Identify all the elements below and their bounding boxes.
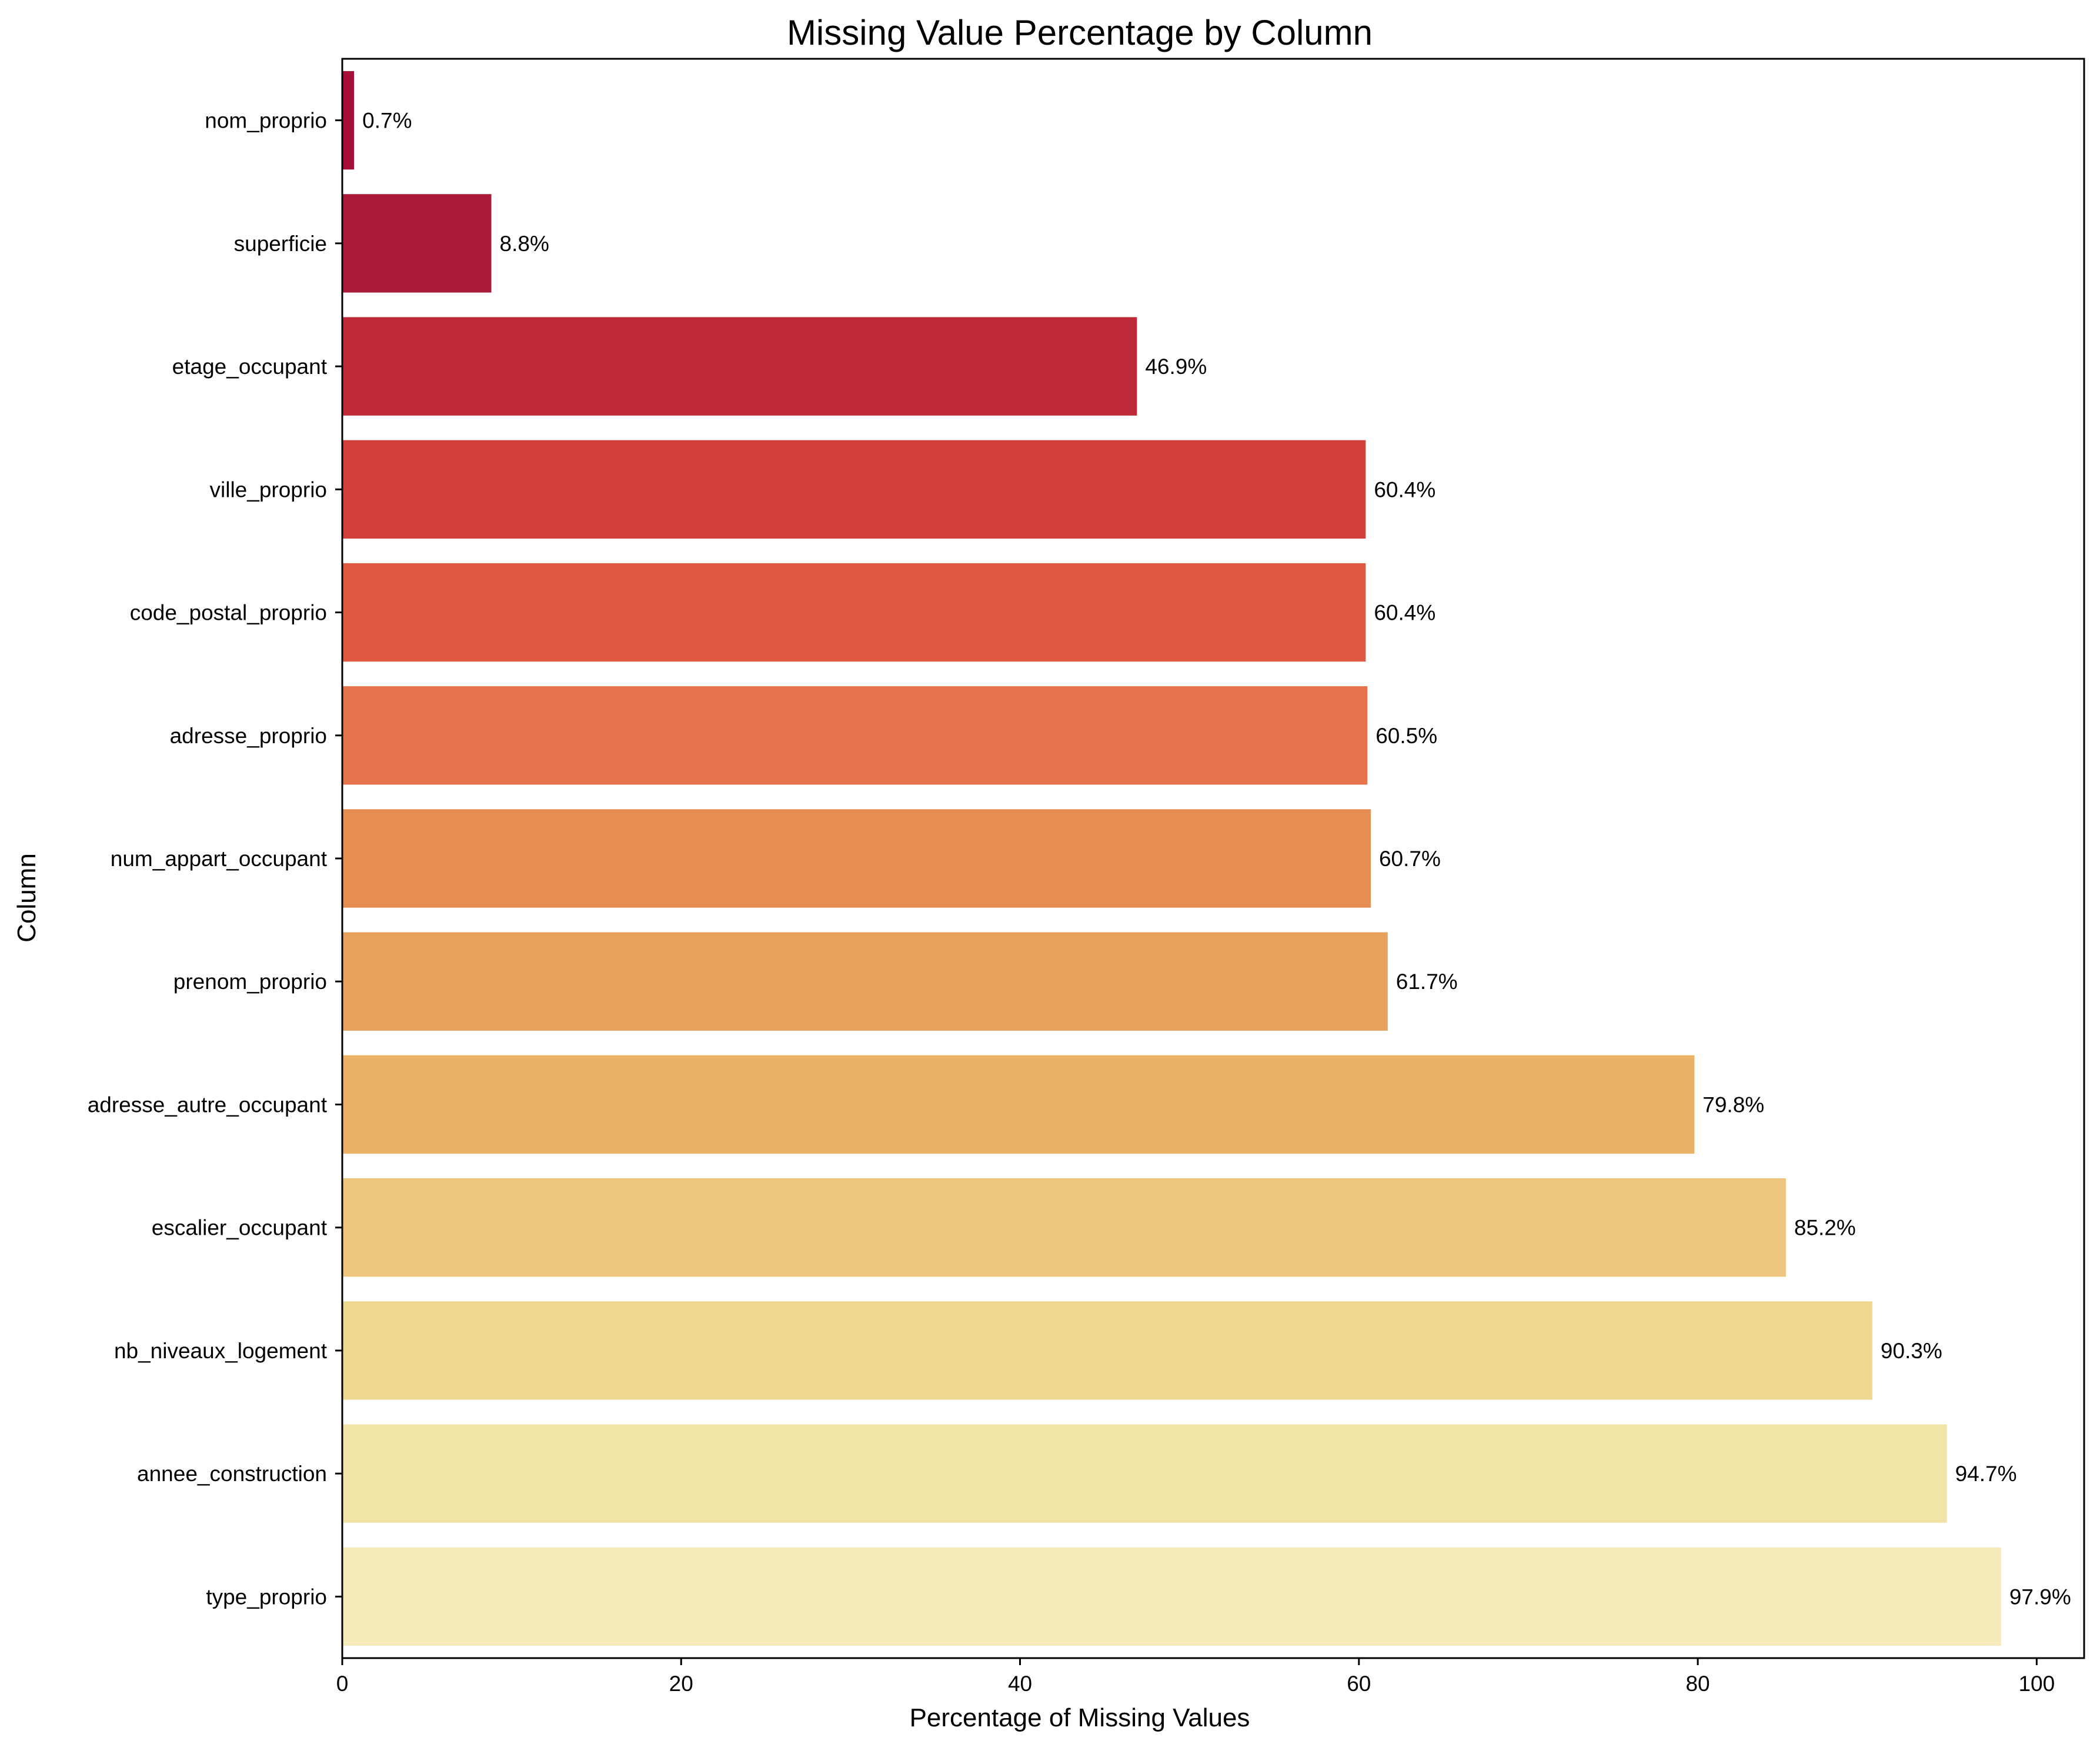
x-tick-label-80: 80 [1685,1672,1710,1696]
y-axis: nom_proprio superficie etage_occupantville… [88,109,342,1609]
data-label-nb_niveaux_logement: 90.3% [1881,1339,1942,1363]
bar-nom_proprio [342,71,355,170]
bar-prenom_proprio [342,932,1388,1031]
data-label-num_appart_occupant: 60.7% [1379,847,1441,871]
bar-ville_proprio [342,440,1366,539]
data-label-superficie: 8.8% [500,232,549,256]
x-tick-label-60: 60 [1347,1672,1371,1696]
bar-etage_occupant [342,317,1137,416]
y-tick-label-adresse_proprio: adresse_proprio [170,724,327,748]
bar-type_proprio [342,1547,2001,1646]
y-tick-label-escalier_occupant: escalier_occupant [152,1216,328,1240]
bar-annee_construction [342,1424,1947,1523]
y-tick-label-ville_proprio: ville_proprio [210,477,328,502]
y-axis-title: Column [12,853,41,943]
y-tick-label-nb_niveaux_logement: nb_niveaux_logement [114,1339,328,1363]
y-tick-label-num_appart_occupant: num_appart_occupant [111,847,328,871]
data-label-adresse_autre_occupant: 79.8% [1702,1092,1764,1117]
data-label-ville_proprio: 60.4% [1374,477,1435,502]
x-tick-label-20: 20 [669,1672,693,1696]
bar-adresse_proprio [342,686,1368,785]
bar-num_appart_occupant [342,809,1371,908]
y-tick-label-type_proprio: type_proprio [206,1585,327,1609]
y-tick-label-etage_occupant: etage_occupant [172,355,328,379]
x-tick-label-40: 40 [1008,1672,1032,1696]
bar-superficie [342,194,492,293]
data-label-nom_proprio: 0.7% [362,109,412,133]
y-tick-label-adresse_autre_occupant: adresse_autre_occupant [88,1092,328,1117]
data-labels-layer: 0.7% 8.8% 46.9% 60.4% 60.4% 60.5% 60.7% 61.7% 79… [362,109,2071,1609]
data-label-annee_construction: 94.7% [1955,1462,2017,1486]
x-axis-title: Percentage of Missing Values [910,1703,1250,1732]
bar-adresse_autre_occupant [342,1055,1695,1154]
data-label-etage_occupant: 46.9% [1145,355,1207,379]
x-tick-label-0: 0 [336,1672,349,1696]
y-tick-label-superficie: superficie [234,232,327,256]
bar-escalier_occupant [342,1178,1786,1277]
data-label-adresse_proprio: 60.5% [1375,724,1437,748]
data-label-prenom_proprio: 61.7% [1396,970,1458,994]
y-tick-label-code_postal_proprio: code_postal_proprio [130,601,327,625]
y-tick-label-annee_construction: annee_construction [137,1462,327,1486]
chart-title: Missing Value Percentage by Column [787,13,1373,52]
bar-nb_niveaux_logement [342,1301,1872,1400]
bars-layer [342,71,2001,1646]
data-label-code_postal_proprio: 60.4% [1374,601,1435,625]
y-tick-label-nom_proprio: nom_proprio [205,109,327,133]
y-tick-label-prenom_proprio: prenom_proprio [173,970,327,994]
x-axis: 0 20 40 60 80 100 [336,1658,2055,1696]
x-tick-label-100: 100 [2018,1672,2055,1696]
data-label-escalier_occupant: 85.2% [1794,1216,1856,1240]
data-label-type_proprio: 97.9% [2009,1585,2071,1609]
plot-frame [341,58,2085,1659]
bar-code_postal_proprio [342,563,1366,662]
